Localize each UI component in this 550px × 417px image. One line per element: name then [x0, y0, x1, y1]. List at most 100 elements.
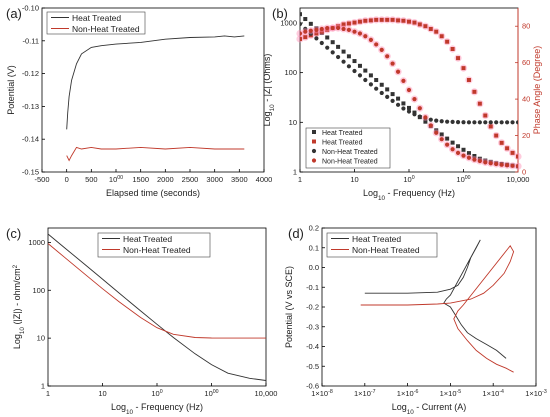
data-point: [308, 28, 313, 33]
x-tick-label: 10: [350, 175, 358, 184]
y2-tick-label: 80: [522, 22, 530, 31]
data-point: [368, 18, 373, 23]
data-point: [357, 73, 363, 78]
data-point: [346, 27, 352, 32]
series-line: [48, 243, 266, 339]
data-point: [412, 112, 417, 117]
data-point: [407, 19, 411, 24]
data-point: [477, 158, 482, 164]
y-tick-label: 0.1: [309, 243, 319, 252]
y-axis-label: Log10 (|Z|) - ohm/cm2: [12, 264, 26, 349]
data-point: [314, 27, 319, 32]
x-tick-label: 100: [403, 175, 414, 184]
y-tick-label: -0.5: [306, 362, 319, 371]
data-point: [499, 120, 504, 125]
data-point: [455, 150, 461, 155]
data-point: [368, 37, 374, 42]
y-axis-label: Log10 - |Z| (Ohms): [262, 54, 276, 127]
x-tick-label: 2500: [182, 175, 199, 184]
data-point: [395, 69, 401, 74]
legend-label: Heat Treated: [352, 234, 401, 244]
data-point: [439, 34, 444, 39]
panel-label: (a): [6, 6, 22, 21]
legend-label: Heat Treated: [322, 130, 363, 137]
data-point: [461, 66, 466, 71]
y-tick-label: -0.3: [306, 322, 319, 331]
data-point: [445, 119, 450, 124]
data-point: [412, 20, 417, 25]
data-point: [341, 49, 346, 54]
data-point: [494, 161, 499, 167]
data-point: [434, 29, 439, 34]
data-point: [390, 98, 395, 103]
data-point: [335, 54, 341, 60]
data-point: [466, 155, 472, 160]
data-point: [477, 120, 482, 125]
x-tick-label: 500: [85, 175, 98, 184]
data-point: [401, 78, 406, 83]
data-point: [385, 94, 390, 99]
data-point: [346, 54, 351, 59]
x-tick-label: 1: [46, 389, 50, 398]
data-point: [363, 68, 368, 73]
data-point: [346, 21, 351, 26]
y-tick-label: 10: [37, 334, 45, 343]
data-point: [510, 120, 515, 125]
x-tick-label: 1×10-8: [311, 389, 333, 398]
data-point: [434, 128, 439, 133]
data-point: [472, 157, 477, 162]
data-point: [319, 26, 324, 32]
x-tick-label: 1×10-7: [354, 389, 376, 398]
data-point: [439, 132, 444, 137]
data-point: [488, 120, 493, 125]
data-point: [450, 147, 455, 152]
data-point: [466, 151, 471, 156]
y-tick-label: -0.10: [22, 4, 39, 13]
x-tick-label: 4000: [256, 175, 273, 184]
data-point: [450, 47, 455, 51]
data-point: [390, 61, 395, 66]
data-point: [300, 21, 303, 27]
y-axis-label: Potential (V): [6, 65, 16, 115]
data-point: [352, 29, 357, 34]
x-axis-label: Log10 - Frequency (Hz): [111, 402, 203, 416]
panel-2: [296, 7, 522, 173]
y2-tick-label: 40: [522, 95, 530, 104]
data-point: [368, 82, 374, 87]
data-point: [510, 150, 515, 155]
data-point: [330, 50, 335, 55]
data-point: [499, 162, 504, 167]
data-point: [385, 54, 390, 59]
legend-label: Non-Heat Treated: [123, 245, 191, 255]
panel-4: [321, 227, 537, 387]
y-tick-label: 0.0: [309, 263, 319, 272]
data-point: [303, 35, 308, 40]
data-point: [417, 106, 422, 111]
plot-frame: [41, 7, 265, 173]
data-point: [303, 17, 308, 22]
data-point: [379, 47, 384, 53]
data-point: [423, 24, 428, 29]
data-point: [363, 77, 368, 83]
x-tick-label: 0: [65, 175, 69, 184]
data-point: [390, 92, 395, 97]
x-tick-label: 10,000: [507, 175, 530, 184]
legend-swatch: [311, 158, 317, 163]
x-tick-label: 1000: [109, 175, 123, 184]
data-point: [472, 120, 477, 125]
x-tick-label: 1×10-4: [482, 389, 504, 398]
data-point: [401, 101, 406, 106]
y-tick-label: -0.11: [22, 36, 39, 45]
data-point: [395, 102, 401, 107]
data-point: [314, 36, 319, 41]
data-point: [335, 25, 341, 31]
data-point: [325, 25, 330, 31]
data-point: [352, 20, 357, 25]
data-point: [346, 64, 352, 69]
x-tick-label: 1×10-5: [440, 389, 462, 398]
legend-swatch: [311, 148, 317, 154]
y-axis-label: Potential (V vs SCE): [284, 266, 294, 348]
data-point: [461, 120, 466, 125]
data-point: [450, 140, 455, 145]
data-point: [374, 78, 379, 83]
